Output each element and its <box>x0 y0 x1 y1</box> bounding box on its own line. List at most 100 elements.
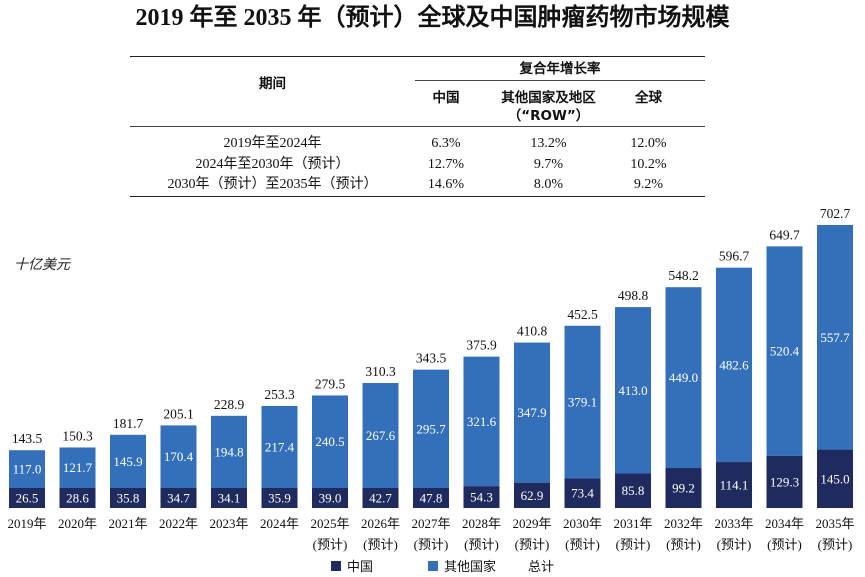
total-value-label: 205.1 <box>163 406 193 421</box>
x-tick-label: 2028年 <box>462 516 501 531</box>
total-value-label: 343.5 <box>416 351 447 366</box>
row-value-label: 321.6 <box>467 414 497 429</box>
total-value-label: 498.8 <box>618 288 649 303</box>
total-value-label: 253.3 <box>264 387 295 402</box>
bar-group: 449.0 99.2 548.2 <box>665 268 702 508</box>
x-tick-label: 2033年 <box>714 516 753 531</box>
china-value-label: 42.7 <box>369 491 392 506</box>
x-tick-sublabel: (预计) <box>515 537 550 552</box>
china-value-label: 35.9 <box>268 491 291 506</box>
bar-row-segment <box>766 246 803 456</box>
bar-group: 170.4 34.7 205.1 <box>160 406 197 508</box>
x-tick-sublabel: (预计) <box>313 537 348 552</box>
bar-row-segment <box>59 447 96 488</box>
china-value-label: 145.0 <box>820 471 849 486</box>
column-header-label: 中国 <box>432 90 460 106</box>
chart-title: 2019 年至 2035 年（预计）全球及中国肿瘤药物市场规模 <box>135 5 730 31</box>
china-value-label: 26.5 <box>16 491 39 506</box>
bar-china-segment <box>261 488 298 508</box>
bar-row-segment <box>362 383 399 488</box>
row-cagr-cell: 13.2% <box>530 135 567 151</box>
global-cagr-cell: 12.0% <box>630 135 667 151</box>
bar-row-segment <box>564 325 601 479</box>
bar-china-segment <box>211 488 247 508</box>
bar-group: 117.0 26.5 143.5 <box>9 431 45 508</box>
x-tick-sublabel: (预计) <box>767 537 802 552</box>
total-value-label: 228.9 <box>214 397 245 412</box>
bar-group: 145.9 35.8 181.7 <box>110 416 146 508</box>
total-value-label: 410.8 <box>517 324 548 339</box>
bar-group: 482.6 114.1 596.7 <box>716 249 752 508</box>
row-value-label: 295.7 <box>416 421 446 436</box>
x-tick-label: 2021年 <box>108 516 147 531</box>
bar-china-segment <box>514 482 550 508</box>
row-value-label: 557.7 <box>820 330 850 345</box>
china-value-label: 35.8 <box>117 491 140 506</box>
bar-china-segment <box>817 449 853 508</box>
bar-row-segment <box>716 267 752 463</box>
column-header-label: 全球 <box>635 90 662 106</box>
bar-china-segment <box>615 473 651 508</box>
x-tick-label: 2029年 <box>512 516 551 531</box>
row-value-label: 449.0 <box>669 370 698 385</box>
row-value-label: 145.9 <box>113 454 142 469</box>
bar-row-segment <box>312 395 348 488</box>
column-header-china: 中国 <box>415 80 477 127</box>
bar-china-segment <box>665 468 702 508</box>
table-row: 2024年至2030年（预计） 12.7% 9.7% 10.2% <box>130 154 705 175</box>
period-header: 期间 <box>130 56 415 127</box>
row-value-label: 267.6 <box>366 428 396 443</box>
table-row: 2030年（预计）至2035年（预计） 14.6% 8.0% 9.2% <box>130 174 705 197</box>
bar-row-segment <box>160 425 197 488</box>
x-tick-label: 2026年 <box>361 516 400 531</box>
x-tick-label: 2023年 <box>209 516 248 531</box>
x-tick-sublabel: (预计) <box>666 537 701 552</box>
bar-china-segment <box>59 488 96 508</box>
total-value-label: 702.7 <box>820 206 851 221</box>
bar-row-segment <box>211 415 247 488</box>
legend-label-total: 总计 <box>528 560 554 575</box>
column-header-sublabel: （“ROW”） <box>507 108 590 124</box>
bar-china-segment <box>413 488 449 508</box>
bar-china-segment <box>716 462 752 508</box>
period-cell: 2019年至2024年 <box>223 135 322 151</box>
china-value-label: 129.3 <box>770 474 799 489</box>
legend-label-china: 中国 <box>347 560 373 575</box>
row-value-label: 121.7 <box>63 460 93 475</box>
row-value-label: 117.0 <box>13 462 42 477</box>
china-cagr-cell: 6.3% <box>431 135 461 151</box>
bar-group: 267.6 42.7 310.3 <box>362 364 399 508</box>
x-axis-labels: 2019年 2020年 2021年 2022年 2023年 2024年 2025年 (预计) 2… <box>7 516 854 552</box>
table-subheader-row: 中国 其他国家及地区 （“ROW”） 全球 <box>130 80 705 127</box>
bar-china-segment <box>564 478 601 508</box>
china-value-label: 39.0 <box>319 491 342 506</box>
china-cagr-cell: 12.7% <box>427 156 465 172</box>
x-tick-sublabel: (预计) <box>818 537 853 552</box>
period-cell: 2030年（预计）至2035年（预计） <box>130 174 415 197</box>
bar-group: 321.6 54.3 375.9 <box>463 338 500 508</box>
x-tick-label: 2032年 <box>664 516 703 531</box>
x-tick-sublabel: (预计) <box>616 537 651 552</box>
bar-row-segment <box>665 287 702 469</box>
row-value-label: 413.0 <box>618 383 647 398</box>
legend-swatch-china <box>331 561 341 571</box>
china-value-label: 34.7 <box>167 491 190 506</box>
bar-group: 217.4 35.9 253.3 <box>261 387 298 508</box>
bar-group: 557.7 145.0 702.7 <box>817 206 853 508</box>
bars-layer: 117.0 26.5 143.5 121.7 28.6 150.3 145.9 35.8 181… <box>9 206 853 508</box>
row-cagr-cell: 8.0% <box>477 174 620 197</box>
x-tick-label: 2035年 <box>815 516 854 531</box>
legend-swatch-row <box>428 561 438 571</box>
x-tick-sublabel: (预计) <box>565 537 600 552</box>
bar-row-segment <box>413 369 449 488</box>
bar-china-segment <box>312 488 348 508</box>
china-value-label: 73.4 <box>571 486 594 501</box>
row-value-label: 482.6 <box>719 357 749 372</box>
bar-group: 121.7 28.6 150.3 <box>59 428 96 508</box>
total-value-label: 452.5 <box>567 307 598 322</box>
x-tick-sublabel: (预计) <box>464 537 499 552</box>
bar-china-segment <box>766 455 803 508</box>
china-value-label: 85.8 <box>622 483 645 498</box>
bar-row-segment <box>9 450 45 488</box>
